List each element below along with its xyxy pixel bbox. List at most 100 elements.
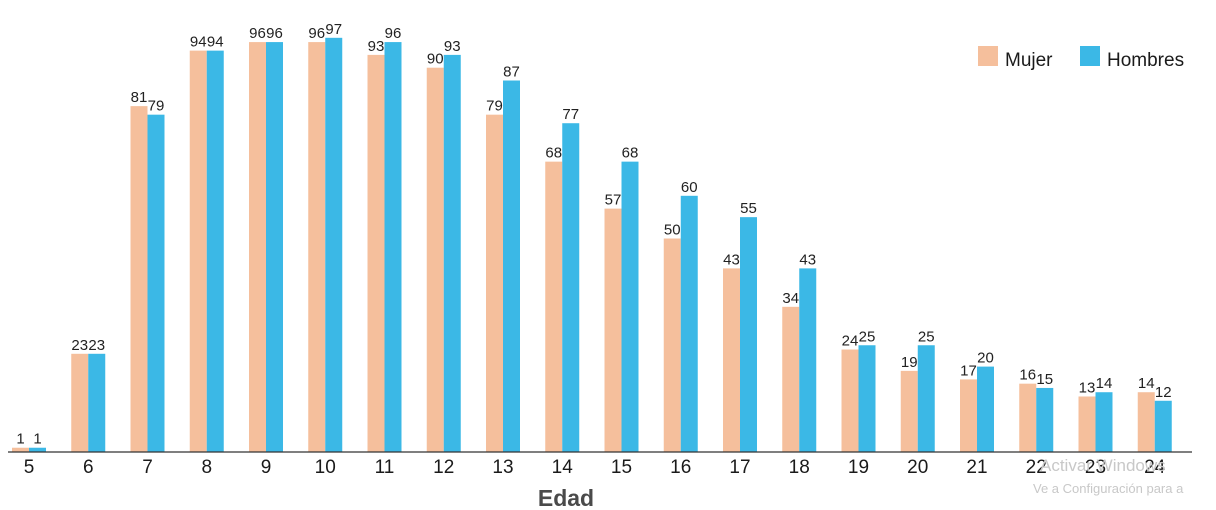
bar-hombres-14 [562, 123, 580, 453]
x-tick-label-14: 14 [552, 457, 574, 478]
bar-hombres-7 [147, 114, 165, 453]
bar-label-hombres-15: 68 [622, 145, 639, 162]
bar-label-hombres-14: 77 [562, 106, 579, 123]
bar-label-hombres-5: 1 [33, 431, 41, 448]
bar-mujer-18 [782, 306, 800, 452]
bar-mujer-19 [841, 349, 859, 452]
bar-hombres-11 [384, 42, 402, 452]
bar-hombres-5 [29, 447, 46, 452]
bar-label-mujer-14: 68 [545, 145, 562, 162]
legend-label-hombres: Hombres [1107, 50, 1184, 71]
bar-label-hombres-8: 94 [207, 34, 224, 51]
bar-mujer-24 [1137, 392, 1155, 452]
x-tick-label-10: 10 [315, 457, 336, 478]
x-tick-label-8: 8 [201, 457, 212, 478]
legend: Mujer Hombres [978, 46, 1184, 71]
bar-label-mujer-12: 90 [427, 51, 444, 68]
bars-group [12, 37, 1172, 453]
bar-mujer-23 [1078, 396, 1096, 452]
bar-label-mujer-13: 79 [486, 98, 503, 115]
bar-label-mujer-16: 50 [664, 222, 681, 239]
x-tick-label-13: 13 [492, 457, 513, 478]
bar-label-mujer-10: 96 [308, 25, 325, 42]
watermark-subtitle: Ve a Configuración para a [1033, 481, 1184, 496]
bar-mujer-15 [604, 208, 622, 452]
bar-hombres-16 [680, 195, 698, 453]
bar-hombres-6 [88, 353, 106, 452]
bar-label-mujer-17: 43 [723, 251, 740, 268]
bar-label-mujer-24: 14 [1138, 375, 1155, 392]
bar-label-mujer-9: 96 [249, 25, 266, 42]
bar-hombres-24 [1154, 400, 1172, 452]
bar-label-mujer-11: 93 [368, 38, 385, 55]
bar-label-hombres-24: 12 [1155, 384, 1172, 401]
bar-label-hombres-9: 96 [266, 25, 283, 42]
legend-swatch-hombres [1080, 46, 1100, 66]
bar-label-hombres-10: 97 [325, 21, 342, 38]
bar-label-hombres-21: 20 [977, 350, 994, 367]
bar-hombres-8 [206, 50, 224, 453]
bar-label-mujer-19: 24 [842, 333, 859, 350]
bar-label-mujer-7: 81 [131, 89, 148, 106]
x-tick-label-19: 19 [848, 457, 869, 478]
x-tick-label-23: 23 [1085, 457, 1106, 478]
bar-mujer-13 [486, 114, 503, 453]
bar-mujer-8 [189, 50, 207, 453]
x-tick-label-24: 24 [1144, 457, 1166, 478]
bar-label-hombres-16: 60 [681, 179, 698, 196]
x-tick-label-22: 22 [1026, 457, 1047, 478]
x-tick-label-6: 6 [83, 457, 94, 478]
bar-hombres-21 [977, 366, 994, 452]
x-tick-label-5: 5 [24, 457, 35, 478]
bar-label-hombres-18: 43 [799, 251, 816, 268]
x-tick-label-9: 9 [261, 457, 272, 478]
bar-hombres-10 [325, 37, 343, 453]
x-tick-label-11: 11 [375, 457, 395, 478]
bar-label-hombres-13: 87 [503, 64, 520, 81]
x-tick-label-18: 18 [789, 457, 810, 478]
bar-hombres-19 [858, 345, 876, 452]
bar-mujer-11 [367, 54, 385, 452]
bar-hombres-13 [503, 80, 520, 452]
bar-label-mujer-6: 23 [71, 337, 88, 354]
bar-label-mujer-18: 34 [782, 290, 799, 307]
bar-label-mujer-23: 13 [1079, 379, 1096, 396]
bar-label-hombres-22: 15 [1036, 371, 1053, 388]
bar-mujer-14 [545, 161, 563, 452]
x-ticks-group: 5 6 7 8 9 10 11 12 13 14 15 16 17 18 19 20 21 22 23 24 [24, 457, 1166, 478]
x-tick-label-16: 16 [670, 457, 691, 478]
x-tick-label-20: 20 [907, 457, 928, 478]
bar-label-hombres-12: 93 [444, 38, 461, 55]
x-axis-title: Edad [538, 485, 594, 510]
x-tick-label-7: 7 [142, 457, 153, 478]
bar-hombres-9 [266, 42, 283, 452]
bar-mujer-12 [426, 67, 444, 452]
bar-label-hombres-19: 25 [859, 328, 876, 345]
bar-label-mujer-20: 19 [901, 354, 918, 371]
bar-label-hombres-20: 25 [918, 328, 935, 345]
bar-label-mujer-5: 1 [16, 431, 24, 448]
bar-mujer-10 [308, 42, 326, 452]
bar-mujer-22 [1019, 383, 1037, 452]
bar-mujer-9 [249, 42, 266, 452]
bar-mujer-6 [71, 353, 89, 452]
bar-hombres-18 [799, 268, 817, 452]
bar-label-hombres-7: 79 [148, 98, 165, 115]
x-tick-label-17: 17 [729, 457, 750, 478]
bar-mujer-20 [900, 370, 918, 452]
bar-hombres-20 [917, 345, 935, 452]
bar-hombres-17 [740, 217, 757, 452]
bar-label-mujer-22: 16 [1019, 367, 1036, 384]
bar-label-hombres-17: 55 [740, 200, 757, 217]
bar-mujer-5 [12, 447, 29, 452]
x-tick-label-21: 21 [966, 457, 987, 478]
bar-label-hombres-11: 96 [385, 25, 402, 42]
x-tick-label-12: 12 [433, 457, 454, 478]
bar-mujer-16 [663, 238, 681, 452]
bar-mujer-7 [130, 106, 148, 452]
bar-hombres-12 [443, 54, 461, 452]
bar-label-mujer-8: 94 [190, 34, 207, 51]
watermark-title: Activar Windows [1040, 456, 1166, 475]
